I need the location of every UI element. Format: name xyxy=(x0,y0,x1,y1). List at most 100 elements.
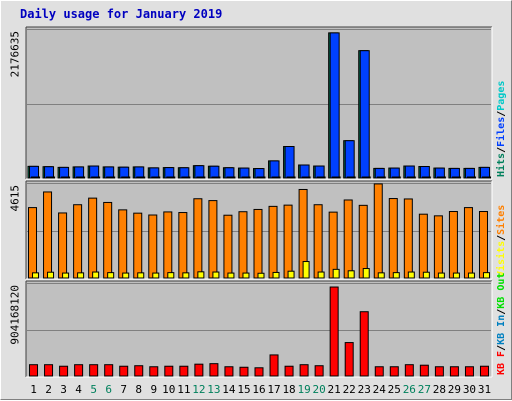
bar-kb-f xyxy=(374,366,384,377)
bar-pages xyxy=(136,176,146,179)
x-tick-label: 7 xyxy=(120,383,127,396)
bar-files xyxy=(164,167,175,179)
bar-sites xyxy=(418,213,428,279)
bar-kb-f xyxy=(179,365,189,377)
bar-visits xyxy=(437,272,445,279)
bar-kb-f xyxy=(59,365,69,377)
bar-visits xyxy=(347,270,355,279)
bar-sites xyxy=(193,198,203,279)
bar-kb-f xyxy=(284,365,294,377)
bar-visits xyxy=(392,272,400,279)
x-tick-label: 29 xyxy=(448,383,461,396)
bar-pages xyxy=(31,176,41,179)
bar-pages xyxy=(91,176,101,179)
legend-entry: Hits xyxy=(495,153,507,177)
bar-visits xyxy=(122,272,130,279)
bar-pages xyxy=(466,176,476,179)
bar-sites xyxy=(343,199,353,279)
bar-files xyxy=(314,165,325,179)
bar-sites xyxy=(118,209,128,279)
bar-visits xyxy=(467,272,475,279)
x-tick-label: 12 xyxy=(192,383,205,396)
bar-pages xyxy=(196,176,206,179)
bar-visits xyxy=(32,272,40,279)
bar-kb-f xyxy=(329,286,339,377)
x-tick-label: 22 xyxy=(343,383,356,396)
legend-entry: Visits xyxy=(495,241,507,277)
bar-pages xyxy=(286,176,296,179)
bar-kb-f xyxy=(419,364,429,377)
x-tick-label: 6 xyxy=(105,383,112,396)
legend: KB F/KB In/KB Out xyxy=(496,273,507,375)
bar-pages xyxy=(271,176,281,179)
x-tick-label: 19 xyxy=(297,383,310,396)
x-tick-label: 16 xyxy=(252,383,265,396)
bar-files xyxy=(329,32,340,179)
bar-kb-f xyxy=(449,366,459,377)
bar-files xyxy=(194,165,205,179)
bar-kb-f xyxy=(479,365,489,377)
bar-visits xyxy=(137,272,145,279)
bar-kb-f xyxy=(434,366,444,377)
x-tick-label: 4 xyxy=(75,383,82,396)
bar-pages xyxy=(451,176,461,179)
bar-files xyxy=(44,166,55,179)
x-tick-label: 20 xyxy=(313,383,326,396)
bar-kb-f xyxy=(389,366,399,377)
bar-visits xyxy=(242,272,250,279)
bar-kb-f xyxy=(44,364,54,377)
bar-files xyxy=(59,166,70,179)
bar-sites xyxy=(58,212,68,279)
bar-files xyxy=(224,167,235,179)
bar-visits xyxy=(197,271,205,279)
bar-files xyxy=(419,165,430,179)
bar-visits xyxy=(362,268,370,279)
x-tick-label: 8 xyxy=(135,383,142,396)
legend-entry: KB Out xyxy=(496,273,507,309)
x-tick-label: 3 xyxy=(60,383,67,396)
x-tick-label: 5 xyxy=(90,383,97,396)
bar-files xyxy=(299,164,310,179)
bar-kb-f xyxy=(209,363,219,377)
legend: Visits/Sites xyxy=(495,205,507,277)
bar-files xyxy=(344,140,355,179)
bar-kb-f xyxy=(299,364,309,377)
x-tick-label: 10 xyxy=(162,383,175,396)
bar-sites xyxy=(178,212,188,279)
bar-visits xyxy=(152,272,160,279)
bar-pages xyxy=(181,176,191,179)
bar-visits xyxy=(407,271,415,279)
bar-kb-f xyxy=(224,366,234,377)
bar-sites xyxy=(313,204,323,279)
bar-sites xyxy=(373,183,383,279)
bar-visits xyxy=(452,272,460,279)
bar-sites xyxy=(283,204,293,279)
bar-kb-f xyxy=(194,363,204,377)
bar-files xyxy=(209,165,220,179)
bar-files xyxy=(284,146,295,179)
bar-visits xyxy=(107,272,115,279)
bar-kb-f xyxy=(464,366,474,377)
bar-pages xyxy=(406,176,416,179)
bar-sites xyxy=(88,197,98,279)
chart-title: Daily usage for January 2019 xyxy=(20,7,223,21)
bar-sites xyxy=(268,205,278,279)
bar-sites xyxy=(208,200,218,279)
bar-visits xyxy=(77,272,85,279)
bar-visits xyxy=(287,270,295,279)
bar-kb-f xyxy=(254,367,264,377)
bar-files xyxy=(404,165,415,179)
bar-sites xyxy=(223,214,233,279)
bar-pages xyxy=(256,176,266,179)
bar-sites xyxy=(328,211,338,279)
bar-visits xyxy=(422,271,430,279)
bar-sites xyxy=(253,208,263,279)
bar-pages xyxy=(346,176,356,179)
x-tick-label: 17 xyxy=(267,383,280,396)
x-tick-label: 31 xyxy=(478,383,491,396)
plot-panel-1 xyxy=(26,27,492,179)
bar-kb-f xyxy=(74,364,84,377)
y-max-label: 4615 xyxy=(9,185,22,212)
bar-sites xyxy=(448,211,458,279)
